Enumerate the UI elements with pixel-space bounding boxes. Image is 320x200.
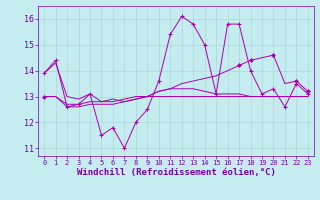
X-axis label: Windchill (Refroidissement éolien,°C): Windchill (Refroidissement éolien,°C) <box>76 168 276 177</box>
